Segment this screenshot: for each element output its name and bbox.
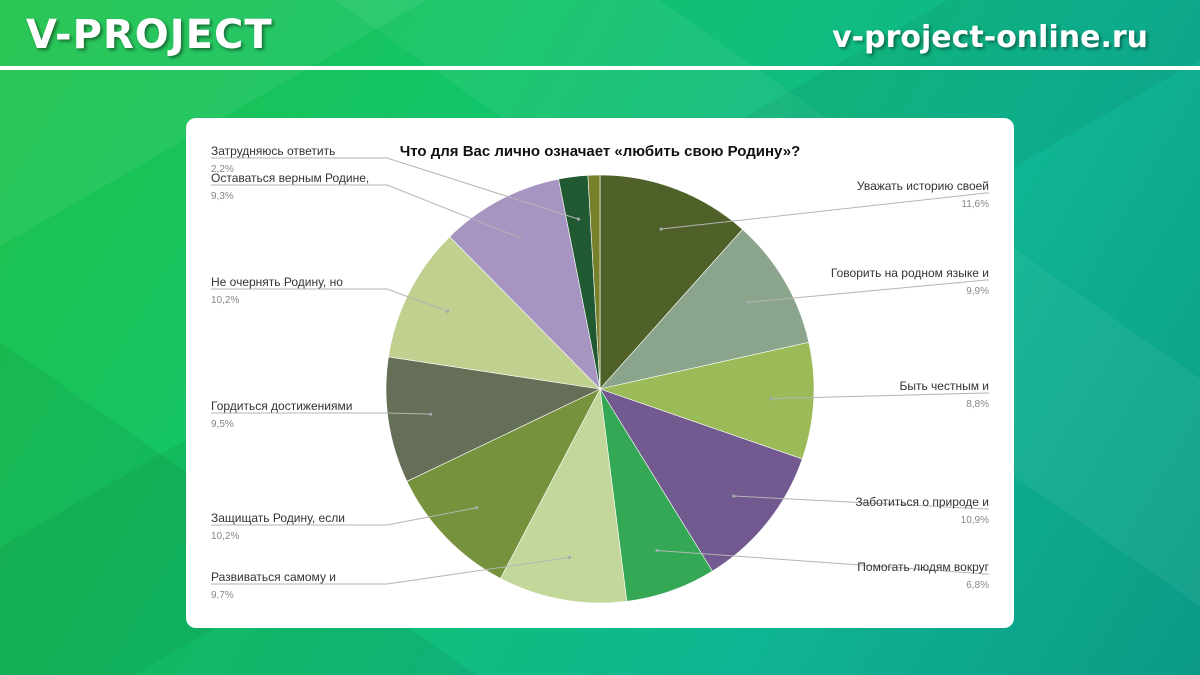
slice-label: Говорить на родном языке и xyxy=(831,266,989,280)
brand-logo-text: V-PROJECT xyxy=(26,12,273,58)
leader-line xyxy=(733,495,989,510)
header-divider xyxy=(0,66,1200,70)
slice-label: Гордиться достижениями xyxy=(211,399,352,413)
pie-slice xyxy=(449,178,601,390)
leader-line xyxy=(211,157,579,220)
leader-line xyxy=(211,412,431,415)
pie-slice xyxy=(599,228,810,390)
slice-label: Оставаться верным Родине, xyxy=(211,171,369,185)
pie-slice xyxy=(385,356,602,482)
chart-card: Что для Вас лично означает «любить свою … xyxy=(186,118,1014,628)
slice-value-label: 9,3% xyxy=(211,191,234,202)
leader-line xyxy=(211,184,521,239)
slice-value-label: 11,6% xyxy=(961,199,989,210)
slice-value-label: 10,9% xyxy=(961,515,989,526)
slice-value-label: 10,2% xyxy=(211,295,239,306)
leader-line xyxy=(747,279,989,303)
pie-slice xyxy=(500,388,628,604)
leader-dot xyxy=(655,548,659,553)
slice-value-label: 9,9% xyxy=(966,286,989,297)
slice-label: Развиваться самому и xyxy=(211,570,336,584)
slice-value-label: 10,2% xyxy=(211,531,239,542)
slice-label: Уважать историю своей xyxy=(857,179,989,193)
leader-dot xyxy=(576,217,581,221)
leader-dot xyxy=(567,555,572,560)
slice-value-label: 2,2% xyxy=(211,164,234,175)
slice-value-label: 9,7% xyxy=(211,590,234,601)
slice-label: Помогать людям вокруг xyxy=(857,560,989,574)
slice-label: Затрудняюсь ответить xyxy=(211,144,335,158)
leader-line xyxy=(660,192,989,230)
pie-slice xyxy=(587,174,601,390)
slice-label: Заботиться о природе и xyxy=(855,495,989,509)
leader-line xyxy=(211,288,448,312)
pie-slice xyxy=(406,388,601,579)
pie-slice xyxy=(599,388,803,572)
pie-chart: Что для Вас лично означает «любить свою … xyxy=(211,143,990,604)
slice-value-label: 9,5% xyxy=(211,419,234,430)
header: V-PROJECT v-project-online.ru xyxy=(0,0,1200,70)
chart-title: Что для Вас лично означает «любить свою … xyxy=(400,143,801,160)
leader-line xyxy=(211,556,570,585)
slice-value-label: 6,8% xyxy=(966,580,989,591)
pie-labels: Уважать историю своей 11,6% Говорить на ро… xyxy=(211,144,990,601)
leader-line xyxy=(656,549,989,575)
pie-slice xyxy=(388,236,601,390)
leader-line xyxy=(770,392,989,400)
slice-label: Быть честным и xyxy=(899,379,989,393)
pie-slice xyxy=(598,341,815,460)
slice-value-label: 8,8% xyxy=(966,399,989,410)
leader-line xyxy=(211,507,477,526)
pie-slice xyxy=(599,174,743,390)
pie-slices xyxy=(385,174,815,604)
site-url: v-project-online.ru xyxy=(832,20,1148,55)
slice-label: Защищать Родину, если xyxy=(211,511,345,525)
slice-label: Не очернять Родину, но xyxy=(211,275,343,289)
